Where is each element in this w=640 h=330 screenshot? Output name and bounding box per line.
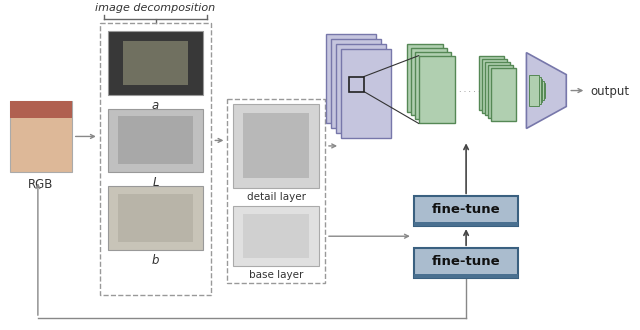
- Text: a: a: [152, 99, 159, 112]
- Bar: [413, 222, 518, 226]
- Bar: [118, 194, 193, 242]
- Bar: [419, 56, 454, 123]
- Bar: [407, 44, 443, 112]
- Bar: [10, 101, 72, 118]
- Bar: [488, 65, 513, 118]
- Text: fine-tune: fine-tune: [432, 255, 500, 268]
- Bar: [534, 81, 544, 100]
- Text: RGB: RGB: [28, 178, 54, 191]
- Bar: [336, 44, 386, 133]
- Bar: [413, 196, 518, 226]
- Bar: [349, 77, 364, 91]
- Polygon shape: [527, 53, 566, 128]
- Bar: [341, 49, 391, 139]
- Bar: [479, 56, 504, 110]
- Bar: [531, 77, 541, 104]
- Bar: [243, 114, 309, 178]
- Bar: [536, 83, 545, 98]
- Bar: [532, 79, 542, 102]
- Text: . . . . .: . . . . .: [459, 85, 480, 94]
- Bar: [413, 248, 518, 278]
- Bar: [123, 41, 188, 84]
- Bar: [529, 75, 540, 106]
- Bar: [326, 34, 376, 123]
- Bar: [227, 99, 325, 283]
- Text: L: L: [152, 176, 159, 189]
- Text: detail layer: detail layer: [246, 192, 306, 202]
- Text: image decomposition: image decomposition: [95, 3, 216, 13]
- Bar: [243, 214, 309, 258]
- Bar: [108, 109, 204, 172]
- Bar: [411, 48, 447, 115]
- Text: fine-tune: fine-tune: [432, 203, 500, 216]
- Bar: [234, 104, 319, 188]
- Bar: [481, 59, 508, 113]
- Text: b: b: [152, 254, 159, 267]
- Bar: [331, 39, 381, 128]
- Bar: [108, 186, 204, 250]
- Bar: [415, 51, 451, 119]
- Bar: [234, 206, 319, 266]
- Bar: [10, 101, 72, 172]
- Bar: [490, 68, 516, 121]
- Bar: [100, 23, 211, 295]
- Bar: [118, 116, 193, 164]
- Text: base layer: base layer: [249, 270, 303, 280]
- Bar: [108, 31, 204, 94]
- Bar: [413, 274, 518, 278]
- Bar: [484, 62, 511, 116]
- Text: output: output: [590, 85, 629, 98]
